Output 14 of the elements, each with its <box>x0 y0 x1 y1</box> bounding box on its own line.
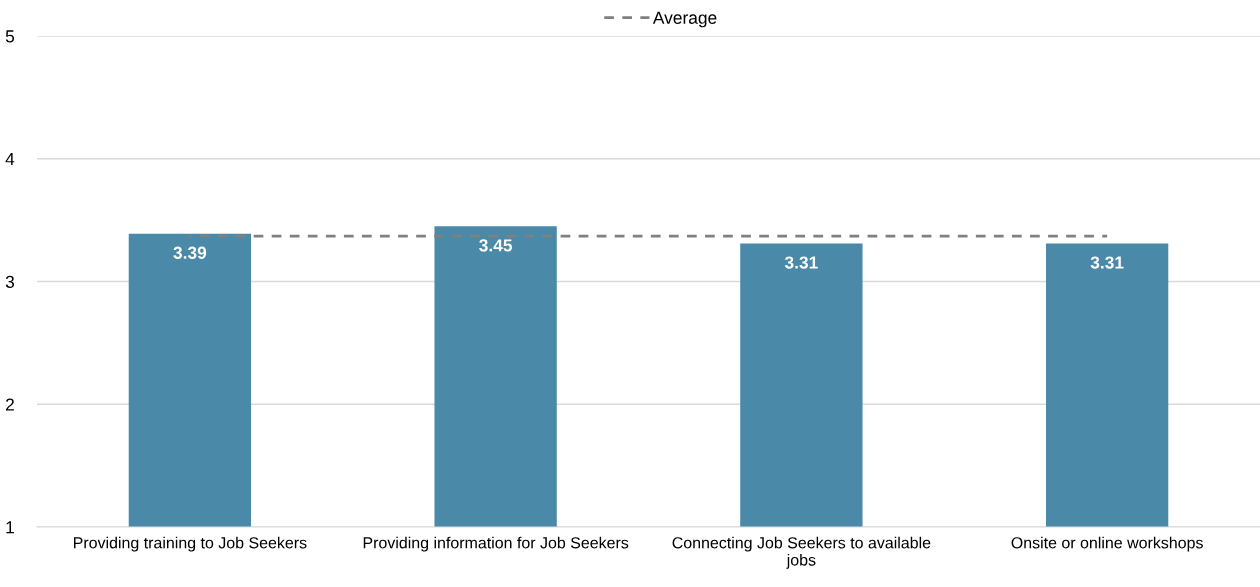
data-label: 3.31 <box>784 256 818 269</box>
y-tick-label: 3 <box>5 275 15 288</box>
data-label: 3.45 <box>479 239 513 252</box>
x-tick-label: Connecting Job Seekers to available jobs <box>672 536 931 569</box>
y-tick-label: 2 <box>6 398 14 411</box>
data-label: 3.39 <box>173 246 207 259</box>
legend-label: Average <box>652 11 717 28</box>
y-tick-label: 1 <box>6 521 14 534</box>
y-tick-label: 5 <box>5 30 15 43</box>
x-tick-label: Onsite or online workshops <box>1011 536 1203 552</box>
y-tick-label: 4 <box>5 153 15 166</box>
data-label: 3.31 <box>1090 256 1124 269</box>
x-tick-label: Providing training to Job Seekers <box>74 536 307 552</box>
x-tick-label: Providing information for Job Seekers <box>363 536 629 552</box>
